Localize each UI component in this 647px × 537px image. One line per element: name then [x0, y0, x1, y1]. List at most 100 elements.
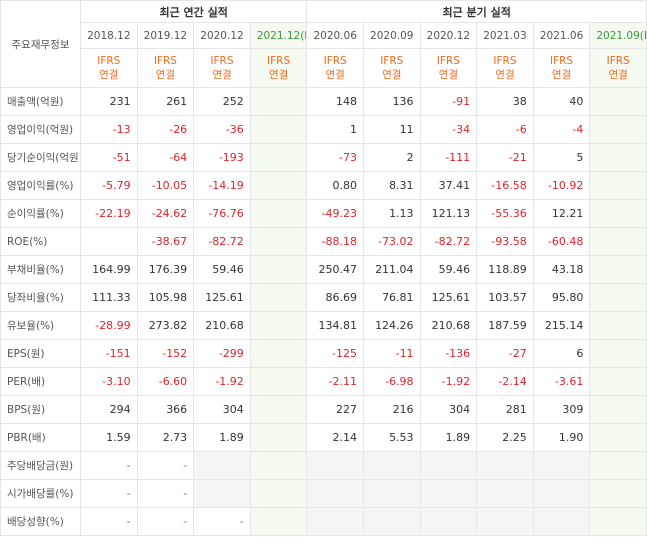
empty-cell — [589, 423, 647, 452]
empty-cell — [419, 507, 478, 536]
value-cell: -21 — [476, 143, 534, 172]
value-cell: 118.89 — [476, 255, 534, 284]
empty-cell — [419, 451, 478, 480]
value-cell: -22.19 — [80, 199, 138, 228]
value-cell: -55.36 — [476, 199, 534, 228]
empty-cell — [249, 283, 308, 312]
empty-cell — [249, 171, 308, 200]
value-cell: 59.46 — [193, 255, 251, 284]
empty-cell — [589, 367, 647, 396]
value-cell: -6 — [476, 115, 534, 144]
value-cell: -13 — [80, 115, 138, 144]
empty-cell — [589, 115, 647, 144]
value-cell: -28.99 — [80, 311, 138, 340]
data-row: 주당배당금(원) - - — [0, 451, 647, 480]
row-label: 순이익률(%) — [0, 199, 81, 228]
value-cell: -82.72 — [193, 227, 251, 256]
value-cell: 164.99 — [80, 255, 138, 284]
consolidation-label: 연결 — [608, 69, 628, 81]
row-label: 시가배당률(%) — [0, 479, 81, 508]
value-cell: -49.23 — [306, 199, 364, 228]
value-cell: - — [80, 451, 138, 480]
consolidation-label: 연결 — [495, 69, 515, 81]
value-cell: -27 — [476, 339, 534, 368]
empty-cell — [589, 199, 647, 228]
value-cell: 95.80 — [532, 283, 591, 312]
row-label: 매출액(억원) — [0, 87, 81, 116]
consolidation-label: 연결 — [155, 69, 176, 81]
value-cell: 294 — [80, 395, 138, 424]
empty-cell — [249, 367, 308, 396]
value-cell: 1 — [306, 115, 364, 144]
value-cell: -73 — [306, 143, 364, 172]
value-cell: - — [80, 479, 138, 508]
value-cell: -16.58 — [476, 171, 534, 200]
value-cell: -5.79 — [80, 171, 138, 200]
empty-cell — [589, 143, 647, 172]
data-row: 유보율(%) -28.99 273.82 210.68 134.81 124.26 210.… — [0, 311, 647, 340]
value-cell: 134.81 — [306, 311, 364, 340]
value-cell: 210.68 — [193, 311, 251, 340]
value-cell: 125.61 — [193, 283, 251, 312]
value-cell: -3.61 — [532, 367, 591, 396]
value-cell: -64 — [136, 143, 195, 172]
empty-cell — [249, 255, 308, 284]
period: 2020.12 — [193, 22, 251, 49]
period-row: 2018.122019.122020.122021.12(E)2020.0620… — [1, 22, 647, 49]
value-cell: 0.80 — [306, 171, 364, 200]
accounting-basis: IFRS 연결 — [193, 48, 251, 88]
empty-cell — [80, 227, 138, 256]
value-cell: 187.59 — [476, 311, 534, 340]
empty-cell — [249, 199, 308, 228]
value-cell: 125.61 — [419, 283, 478, 312]
empty-cell — [193, 451, 251, 480]
row-label: 주당배당금(원) — [0, 451, 81, 480]
accounting-basis: IFRS 연결 — [532, 48, 591, 88]
empty-cell — [532, 479, 591, 508]
consolidation-label: 연결 — [382, 69, 402, 81]
data-row: 당좌비율(%) 111.33 105.98 125.61 86.69 76.81 125.6… — [0, 283, 647, 312]
data-row: 당기순이익(억원) -51 -64 -193 -73 2 -111 -21 5 — [0, 143, 647, 172]
period: 2020.06 — [306, 22, 364, 49]
ifrs-label: IFRS — [436, 55, 460, 67]
value-cell: 2 — [362, 143, 421, 172]
row-label: PBR(배) — [0, 423, 81, 452]
consolidation-label: 연결 — [99, 69, 119, 81]
value-cell: -2.14 — [476, 367, 534, 396]
value-cell: -11 — [362, 339, 421, 368]
row-label: 당좌비율(%) — [0, 283, 81, 312]
value-cell: -76.76 — [193, 199, 251, 228]
value-cell: -151 — [80, 339, 138, 368]
empty-cell — [362, 479, 421, 508]
empty-cell — [589, 227, 647, 256]
value-cell: -299 — [193, 339, 251, 368]
value-cell: -36 — [193, 115, 251, 144]
data-row: PER(배) -3.10 -6.60 -1.92 -2.11 -6.98 -1.92 -2.1… — [0, 367, 647, 396]
ifrs-label: IFRS — [380, 55, 404, 67]
value-cell: 304 — [419, 395, 478, 424]
period: 2021.06 — [532, 22, 591, 49]
value-cell: 5.53 — [362, 423, 421, 452]
period: 2020.12 — [419, 22, 478, 49]
value-cell: 76.81 — [362, 283, 421, 312]
row-label: BPS(원) — [0, 395, 81, 424]
row-label: 당기순이익(억원) — [0, 143, 81, 172]
value-cell: 124.26 — [362, 311, 421, 340]
value-cell: 304 — [193, 395, 251, 424]
period: 2018.12 — [80, 22, 138, 49]
value-cell: 38 — [476, 87, 534, 116]
value-cell: - — [136, 507, 195, 536]
empty-cell — [589, 311, 647, 340]
value-cell: -26 — [136, 115, 195, 144]
value-cell: 273.82 — [136, 311, 195, 340]
value-cell: 2.73 — [136, 423, 195, 452]
value-cell: -136 — [419, 339, 478, 368]
empty-cell — [589, 451, 647, 480]
value-cell: -14.19 — [193, 171, 251, 200]
ifrs-label: IFRS — [323, 55, 347, 67]
data-row: 부채비율(%) 164.99 176.39 59.46 250.47 211.04 59.4… — [0, 255, 647, 284]
empty-cell — [249, 339, 308, 368]
value-cell: 216 — [362, 395, 421, 424]
value-cell: - — [193, 507, 251, 536]
